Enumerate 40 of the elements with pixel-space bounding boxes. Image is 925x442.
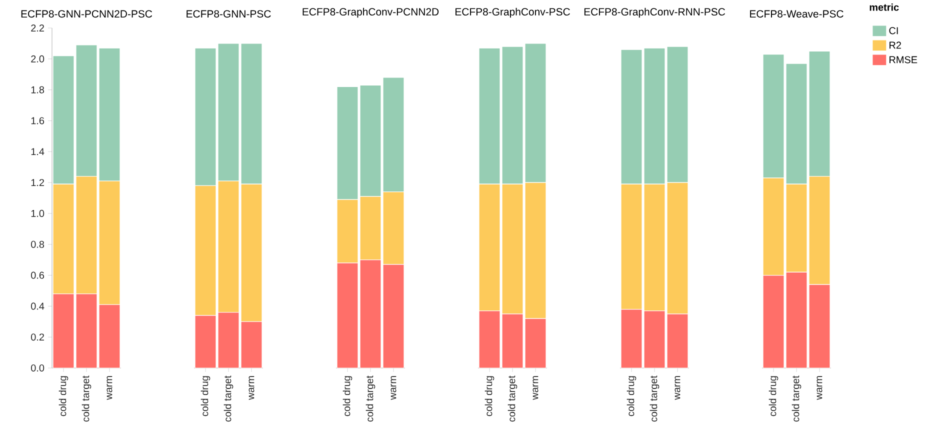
y-tick-label: 0.0: [31, 364, 44, 372]
x-tick-label: warm: [816, 376, 822, 400]
x-tick-label: warm: [106, 376, 112, 400]
x-tick-label: warm: [390, 376, 396, 400]
x-tick-label: cold target: [366, 376, 376, 422]
x-tick-label: cold target: [792, 376, 802, 422]
y-tick-label: 0.2: [31, 334, 44, 341]
legend-label: CI: [889, 27, 898, 34]
y-tick-label: 1.6: [31, 117, 44, 124]
y-tick-label: 1.4: [31, 148, 44, 156]
x-tick-label: warm: [248, 376, 254, 400]
chart-title: ECFP8-GraphConv-PSC: [456, 8, 570, 18]
x-tick-label: cold target: [650, 376, 660, 422]
y-tick-label: 1.0: [31, 210, 44, 217]
y-tick-label: 2.2: [31, 24, 44, 32]
y-tick-label: 0.8: [31, 240, 44, 248]
y-tick-label: 0.6: [31, 272, 44, 279]
y-tick-label: 1.2: [31, 179, 44, 186]
x-tick-label: cold drug: [58, 376, 68, 416]
x-tick-label: cold drug: [768, 376, 778, 416]
y-tick-label: 1.8: [31, 86, 44, 94]
y-tick-label: 0.4: [31, 302, 44, 310]
chart-title: ECFP8-Weave-PSC: [750, 10, 844, 18]
chart-title: ECFP8-GNN-PCNN2D-PSC: [21, 10, 152, 18]
y-tick-label: 2.0: [31, 55, 44, 62]
legend-label: R2: [890, 42, 901, 49]
legend-title: metric: [870, 3, 899, 11]
legend-label: RMSE: [890, 56, 918, 64]
chart-title: ECFP8-GraphConv-PCNN2D: [302, 8, 439, 18]
x-tick-label: cold drug: [200, 376, 210, 416]
x-tick-label: cold drug: [484, 376, 494, 416]
x-tick-label: cold drug: [342, 376, 352, 416]
x-tick-label: cold target: [224, 376, 234, 422]
x-tick-label: cold target: [82, 376, 92, 422]
chart-title: ECFP8-GraphConv-RNN-PSC: [584, 8, 726, 18]
x-tick-label: cold target: [508, 376, 518, 422]
x-tick-label: warm: [532, 376, 538, 400]
chart-title: ECFP8-GNN-PSC: [186, 10, 271, 18]
x-tick-label: warm: [674, 376, 680, 400]
x-tick-label: cold drug: [626, 376, 636, 416]
